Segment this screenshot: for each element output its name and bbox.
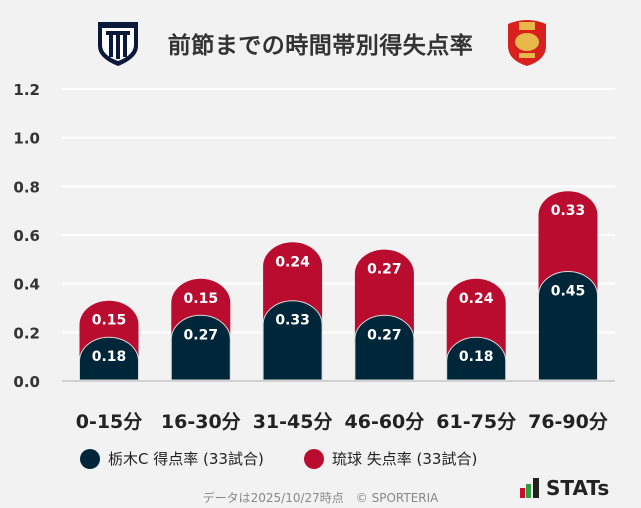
data-label-ryukyu: 0.15	[92, 313, 127, 329]
data-label-tochigi: 0.18	[92, 349, 127, 365]
legend-label: 栃木C 得点率 (33試合)	[108, 450, 264, 468]
data-label-ryukyu: 0.27	[367, 262, 402, 278]
data-label-ryukyu: 0.33	[551, 203, 586, 219]
x-tick-label: 16-30分	[161, 411, 241, 433]
bar-tochigi	[538, 271, 598, 381]
stats-wordmark: STATs	[546, 476, 610, 500]
data-label-ryukyu: 0.15	[184, 291, 219, 307]
data-label-tochigi: 0.33	[275, 313, 310, 329]
data-label-tochigi: 0.27	[184, 327, 219, 343]
tochigi-city-logo	[98, 22, 138, 66]
legend-swatch	[304, 448, 324, 469]
data-label-tochigi: 0.27	[367, 327, 402, 343]
stats-logo: STATs	[520, 478, 609, 498]
x-tick-label: 46-60分	[345, 411, 425, 433]
data-label-ryukyu: 0.24	[459, 291, 494, 307]
y-tick-label: 0.0	[13, 373, 40, 391]
data-label-ryukyu: 0.24	[275, 254, 310, 270]
stats-bars-icon	[520, 478, 539, 498]
y-tick-label: 0.4	[13, 276, 40, 294]
y-tick-label: 0.6	[13, 227, 40, 245]
chart-title: 前節までの時間帯別得失点率	[167, 33, 474, 59]
footer-note: データは2025/10/27時点 © SPORTERIA	[202, 491, 439, 505]
x-tick-label: 0-15分	[76, 411, 143, 433]
y-tick-label: 1.0	[13, 130, 40, 148]
y-tick-label: 0.2	[13, 324, 40, 342]
x-tick-label: 31-45分	[253, 411, 333, 433]
bar-tochigi	[354, 314, 415, 381]
bar-tochigi	[79, 336, 139, 381]
x-tick-label: 61-75分	[436, 411, 516, 433]
y-tick-label: 0.8	[13, 178, 40, 196]
legend-item-ryukyu: 琉球 失点率 (33試合)	[304, 448, 477, 469]
data-label-tochigi: 0.45	[551, 284, 586, 300]
bar-tochigi	[262, 300, 323, 381]
bar-tochigi	[446, 336, 507, 381]
bar-tochigi	[170, 314, 231, 381]
legend-item-tochigi: 栃木C 得点率 (33試合)	[80, 448, 264, 469]
data-label-tochigi: 0.18	[459, 349, 494, 365]
legend-label: 琉球 失点率 (33試合)	[332, 450, 478, 468]
fc-ryukyu-logo	[508, 20, 546, 66]
y-tick-label: 1.2	[13, 81, 40, 99]
x-tick-label: 76-90分	[528, 411, 608, 433]
legend-swatch	[80, 448, 100, 469]
